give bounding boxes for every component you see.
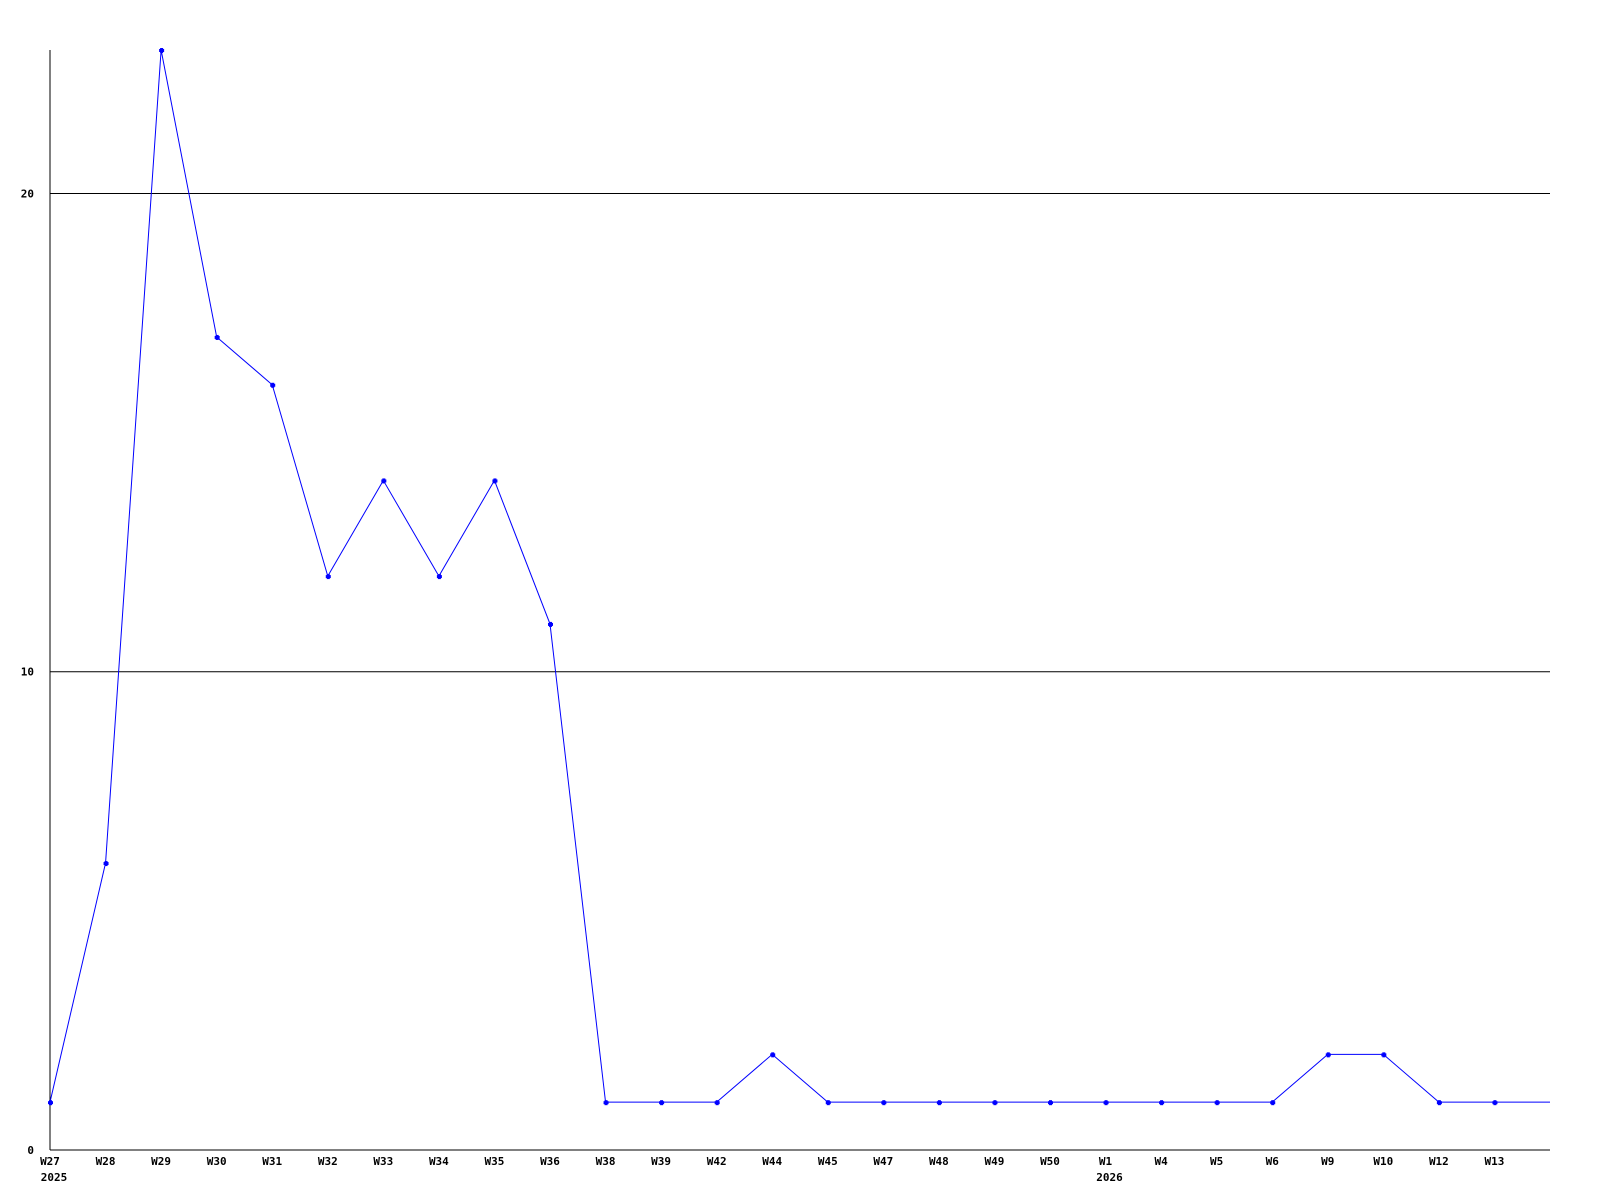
data-point-marker: [382, 478, 386, 484]
x-tick-label: W47: [873, 1155, 893, 1168]
data-point-marker: [715, 1100, 719, 1106]
data-point-marker: [1382, 1052, 1386, 1058]
x-tick-label: W6: [1266, 1155, 1280, 1168]
y-tick-label: 20: [21, 187, 34, 200]
x-tick-label: W9: [1321, 1155, 1334, 1168]
data-point-marker: [1049, 1100, 1052, 1106]
x-tick-label: W35: [485, 1155, 505, 1168]
data-point-marker: [215, 334, 219, 340]
data-point-marker: [1326, 1052, 1330, 1058]
data-point-marker: [1271, 1100, 1275, 1106]
x-tick-label: W39: [651, 1155, 671, 1168]
y-tick-label: 10: [21, 666, 34, 679]
data-point-marker: [1437, 1100, 1441, 1106]
x-tick-label: W36: [540, 1155, 560, 1168]
data-point-marker: [326, 574, 330, 580]
year-label: 2026: [1096, 1171, 1123, 1184]
x-tick-label: W44: [762, 1155, 782, 1168]
x-tick-label: W34: [429, 1155, 449, 1168]
x-tick-label: W5: [1210, 1155, 1223, 1168]
data-point-marker: [493, 478, 497, 484]
data-point-marker: [660, 1100, 664, 1106]
x-tick-label: W12: [1429, 1155, 1449, 1168]
data-point-marker: [437, 574, 441, 580]
data-point-marker: [604, 1100, 608, 1106]
x-tick-label: W48: [929, 1155, 949, 1168]
x-tick-label: W42: [707, 1155, 727, 1168]
data-point-marker: [1215, 1100, 1219, 1106]
x-tick-label: W45: [818, 1155, 838, 1168]
x-tick-label: W49: [985, 1155, 1005, 1168]
x-tick-label: W38: [596, 1155, 616, 1168]
data-point-marker: [937, 1100, 941, 1106]
x-tick-label: W30: [207, 1155, 227, 1168]
x-tick-label: W31: [262, 1155, 282, 1168]
x-tick-label: W28: [96, 1155, 116, 1168]
x-tick-label: W1: [1099, 1155, 1113, 1168]
data-point-marker: [882, 1100, 886, 1106]
x-tick-label: W13: [1485, 1155, 1505, 1168]
x-tick-label: W32: [318, 1155, 338, 1168]
y-tick-label: 0: [27, 1144, 34, 1157]
data-point-marker: [160, 48, 164, 53]
year-label: 2025: [41, 1171, 68, 1184]
data-point-marker: [1104, 1100, 1108, 1106]
x-tick-label: W27: [40, 1155, 60, 1168]
data-point-marker: [1493, 1100, 1497, 1106]
x-tick-label: W29: [151, 1155, 171, 1168]
x-tick-label: W10: [1373, 1155, 1393, 1168]
data-point-marker: [49, 1100, 52, 1106]
x-tick-label: W33: [373, 1155, 393, 1168]
x-tick-label: W4: [1154, 1155, 1168, 1168]
series-line: [49, 49, 1550, 1103]
data-point-marker: [104, 861, 108, 867]
x-tick-label: W50: [1040, 1155, 1060, 1168]
data-point-marker: [993, 1100, 997, 1106]
data-point-marker: [1160, 1100, 1164, 1106]
data-point-marker: [271, 382, 275, 388]
data-point-marker: [771, 1052, 775, 1058]
data-point-marker: [549, 621, 552, 627]
data-point-marker: [826, 1100, 830, 1106]
